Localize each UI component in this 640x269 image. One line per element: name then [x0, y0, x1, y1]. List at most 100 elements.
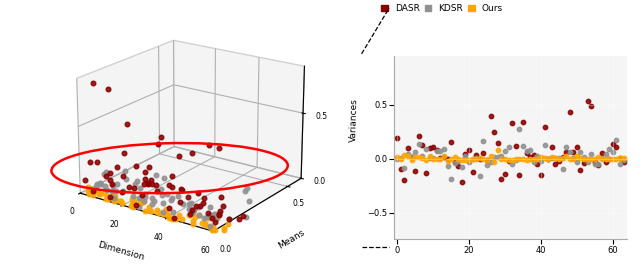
Point [468, 170, 478, 175]
Point [586, 104, 596, 108]
Point [522, 158, 532, 162]
Point [554, 156, 564, 161]
Point [493, 148, 503, 153]
Point [504, 144, 514, 149]
Point [593, 155, 604, 159]
Point [413, 133, 424, 138]
Point [442, 164, 452, 168]
Point [475, 174, 485, 178]
Point [575, 150, 586, 155]
Point [618, 158, 628, 162]
Point [421, 171, 431, 175]
Point [478, 139, 488, 143]
Point [406, 158, 417, 162]
Point [486, 154, 496, 158]
Point [442, 157, 452, 161]
Point [593, 163, 604, 168]
Point [600, 157, 611, 161]
Point [543, 157, 553, 161]
Point [446, 140, 456, 144]
Point [608, 157, 618, 161]
Point [568, 150, 579, 155]
Point [421, 158, 431, 162]
Point [471, 152, 481, 157]
Point [532, 162, 543, 166]
Point [424, 154, 435, 158]
Point [417, 156, 428, 160]
Point [435, 149, 445, 153]
Point [482, 157, 492, 162]
Point [561, 145, 572, 149]
Point [550, 155, 561, 160]
Point [550, 162, 561, 166]
Point [511, 144, 521, 148]
Point [586, 157, 596, 161]
Point [489, 160, 499, 164]
Point [618, 156, 628, 160]
Point [464, 157, 474, 162]
Point [554, 159, 564, 163]
Point [496, 157, 506, 161]
Point [597, 151, 607, 155]
Point [554, 157, 564, 161]
Point [457, 180, 467, 184]
Point [460, 154, 470, 158]
Point [507, 121, 517, 125]
Point [529, 160, 539, 164]
Legend: DASR, KDSR, Ours: DASR, KDSR, Ours [380, 0, 505, 15]
Point [568, 155, 579, 160]
Point [417, 154, 428, 158]
Point [442, 158, 452, 163]
Point [507, 162, 517, 167]
Point [399, 153, 410, 157]
Point [511, 157, 521, 161]
Point [604, 147, 614, 151]
Point [457, 158, 467, 162]
Point [471, 157, 481, 161]
Point [468, 157, 478, 161]
Point [460, 157, 470, 162]
Point [410, 149, 420, 154]
Point [529, 157, 539, 161]
Point [482, 158, 492, 162]
Point [525, 155, 535, 159]
Point [410, 169, 420, 173]
Point [557, 154, 568, 159]
Point [439, 154, 449, 158]
Point [579, 157, 589, 161]
Point [403, 152, 413, 157]
Point [431, 148, 442, 152]
Point [399, 178, 410, 182]
Point [543, 156, 553, 161]
Point [431, 149, 442, 154]
Point [611, 157, 621, 161]
Point [478, 157, 488, 161]
Point [589, 159, 600, 164]
Point [515, 172, 525, 177]
Point [482, 163, 492, 167]
Point [568, 157, 579, 161]
Point [532, 157, 543, 161]
Point [561, 154, 572, 158]
Point [518, 157, 528, 161]
Point [615, 156, 625, 160]
Point [453, 157, 463, 161]
Point [540, 125, 550, 129]
Point [435, 157, 445, 161]
Point [496, 154, 506, 158]
Point [413, 142, 424, 147]
Point [572, 145, 582, 149]
Point [424, 146, 435, 150]
Point [593, 162, 604, 166]
Point [582, 157, 593, 161]
Point [435, 156, 445, 160]
Y-axis label: Means: Means [276, 228, 307, 250]
Point [582, 160, 593, 164]
Point [618, 160, 628, 164]
Point [579, 155, 589, 159]
Point [547, 155, 557, 160]
Point [504, 158, 514, 162]
Point [525, 147, 535, 152]
Point [428, 145, 438, 149]
Point [507, 157, 517, 162]
